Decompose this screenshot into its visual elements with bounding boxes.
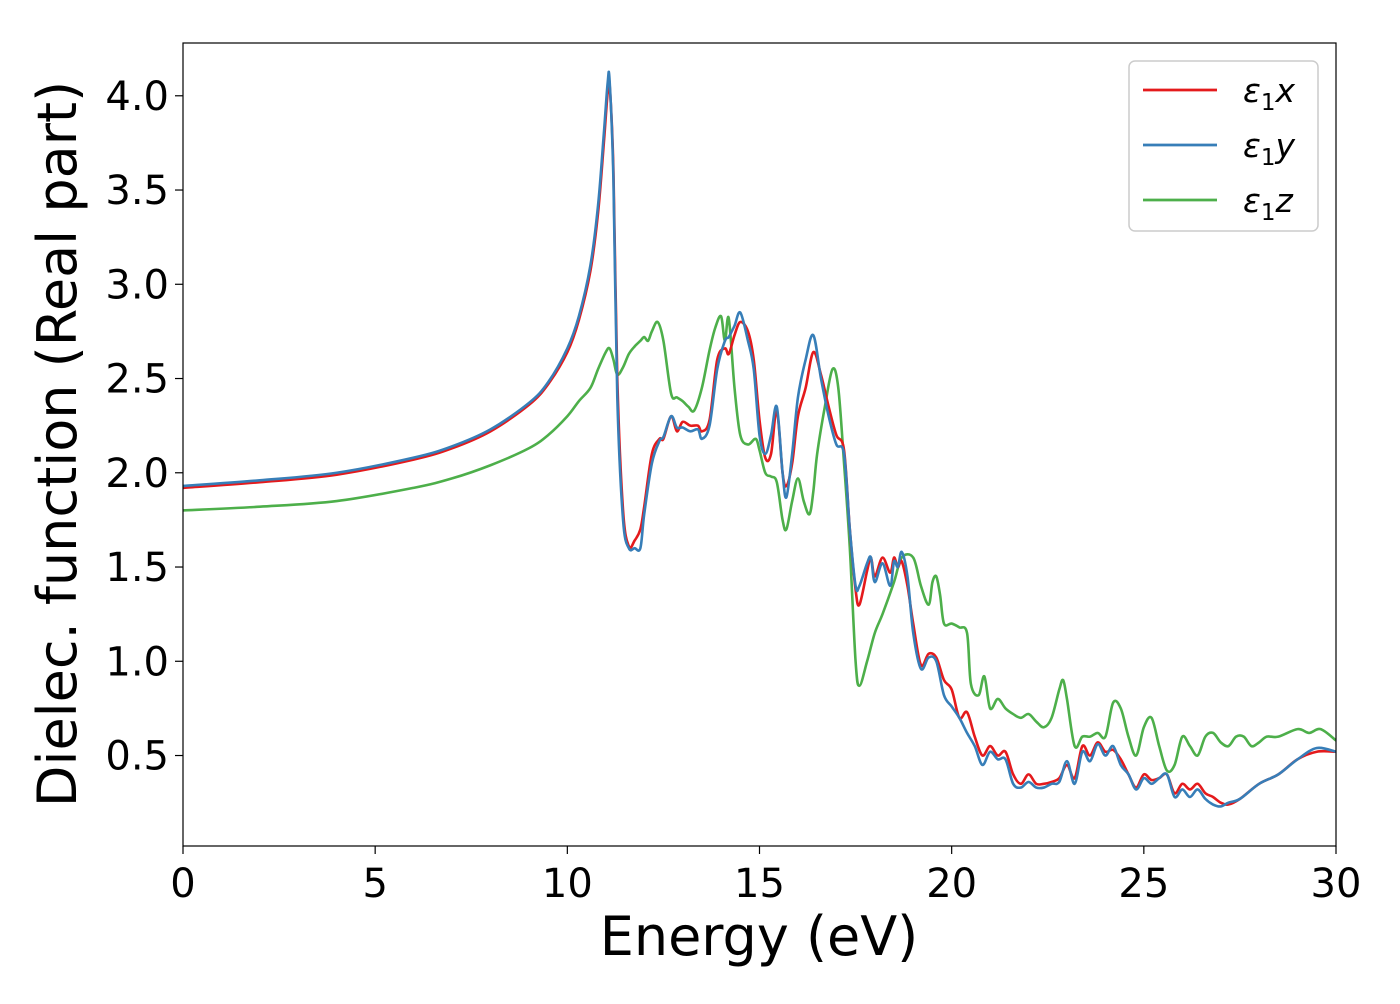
y-tick-label: 3.5 bbox=[105, 168, 169, 214]
y-tick-label: 2.5 bbox=[105, 357, 169, 403]
x-axis-title: Energy (eV) bbox=[600, 905, 919, 968]
plot-lines bbox=[183, 70, 1336, 808]
legend-box bbox=[1128, 60, 1319, 232]
x-tick-label: 15 bbox=[734, 861, 785, 907]
legend-label-y: ε1y bbox=[1243, 126, 1295, 171]
legend: ε1x ε1y ε1z bbox=[1128, 60, 1319, 232]
x-tick-label: 0 bbox=[170, 861, 195, 907]
x-tick-label: 25 bbox=[1118, 861, 1169, 907]
legend-label-z: ε1z bbox=[1243, 181, 1293, 226]
y-tick-label: 1.0 bbox=[105, 639, 169, 685]
series-line-y bbox=[183, 70, 1336, 808]
x-tick-label: 10 bbox=[542, 861, 593, 907]
x-tick-label: 20 bbox=[926, 861, 977, 907]
y-tick-label: 0.5 bbox=[105, 734, 169, 780]
legend-label-x: ε1x bbox=[1243, 71, 1295, 116]
y-axis-title: Dielec. function (Real part) bbox=[26, 81, 89, 807]
y-tick-label: 3.0 bbox=[105, 262, 169, 308]
y-tick-label: 1.5 bbox=[105, 545, 169, 591]
series-line-z bbox=[183, 314, 1336, 774]
y-tick-label: 2.0 bbox=[105, 451, 169, 497]
x-tick-label: 5 bbox=[362, 861, 387, 907]
x-ticks: 0 5 10 15 20 25 30 bbox=[170, 846, 1361, 907]
y-ticks: 0.5 1.0 1.5 2.0 2.5 3.0 3.5 4.0 bbox=[105, 74, 183, 780]
y-tick-label: 4.0 bbox=[105, 74, 169, 120]
x-tick-label: 30 bbox=[1311, 861, 1362, 907]
